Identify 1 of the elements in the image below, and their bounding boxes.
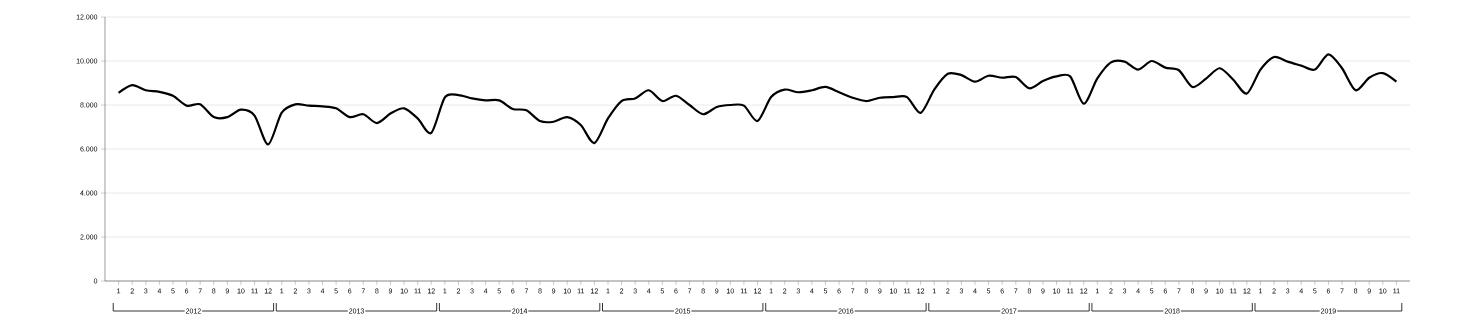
line-series bbox=[117, 53, 1398, 146]
